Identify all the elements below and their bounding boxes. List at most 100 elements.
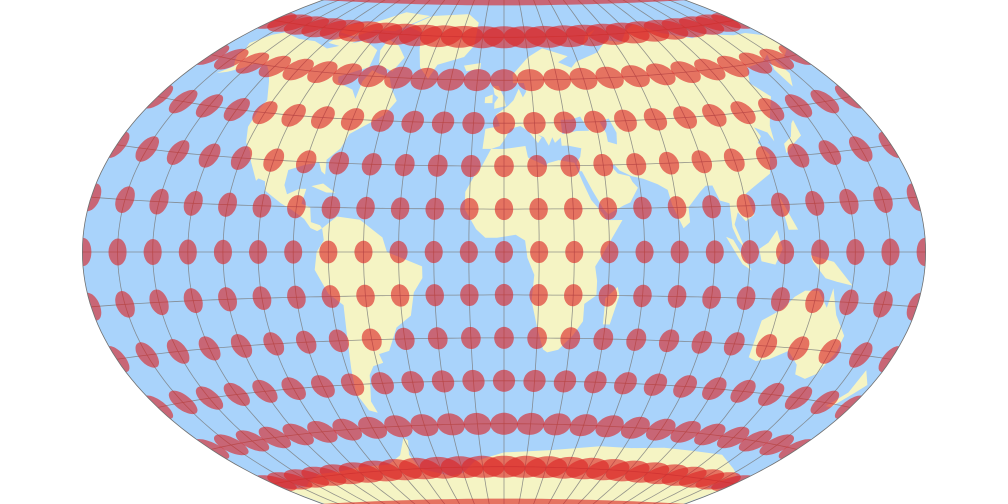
tissot-ellipse <box>702 195 721 219</box>
tissot-ellipse <box>492 369 516 392</box>
tissot-ellipse <box>691 150 712 174</box>
tissot-ellipse <box>462 369 485 392</box>
tissot-ellipse <box>135 342 159 368</box>
tissot-ellipse <box>543 413 571 436</box>
tissot-ellipse <box>424 240 443 264</box>
tissot-ellipse <box>321 196 341 219</box>
tissot-ellipse <box>258 426 291 449</box>
tissot-ellipse <box>437 413 465 436</box>
tissot-ellipse <box>463 412 492 435</box>
tissot-ellipse <box>569 414 598 437</box>
tissot-ellipse <box>560 327 581 350</box>
tissot-ellipse <box>252 194 272 218</box>
tissot-ellipse <box>621 416 650 439</box>
tissot-ellipse <box>633 196 652 220</box>
tissot-ellipse <box>307 421 338 443</box>
tissot-ellipse <box>694 58 726 81</box>
tissot-ellipse <box>340 373 365 396</box>
tissot-ellipse <box>282 423 314 446</box>
tissot-ellipse <box>460 284 479 306</box>
tissot-ellipse <box>529 198 548 220</box>
tissot-ellipse <box>287 195 306 219</box>
tissot-ellipse <box>717 55 750 78</box>
tissot-ellipse <box>252 101 278 125</box>
tissot-ellipse <box>593 154 614 177</box>
tissot-ellipse <box>461 155 481 177</box>
tissot-ellipse <box>839 289 859 316</box>
tissot-ellipse <box>371 109 394 132</box>
tissot-ellipse <box>553 111 577 134</box>
land-great-britain <box>493 86 506 109</box>
tissot-ellipse-pole <box>322 498 686 504</box>
tissot-ellipse <box>340 108 365 131</box>
tissot-ellipse <box>281 377 306 400</box>
tissot-ellipse <box>332 63 362 86</box>
tissot-ellipse <box>846 239 865 265</box>
tissot-ellipse <box>281 104 306 127</box>
tissot-ellipse <box>178 239 197 265</box>
tissot-ellipse <box>787 143 810 168</box>
tissot-ellipse <box>394 154 415 177</box>
tissot-ellipse <box>390 284 410 307</box>
tissot-ellipse <box>195 386 224 410</box>
tissot-ellipse <box>717 426 750 449</box>
tissot-ellipse <box>494 283 514 306</box>
tissot-ellipse <box>166 140 190 165</box>
tissot-ellipse <box>263 148 285 172</box>
tissot-ellipse <box>691 330 712 354</box>
tissot-ellipse <box>494 155 514 178</box>
tissot-ellipse <box>659 151 680 175</box>
tissot-ellipse <box>646 418 676 441</box>
tissot-ellipse <box>490 69 518 92</box>
tissot-ellipse <box>427 154 448 177</box>
tissot-ellipse <box>354 240 373 264</box>
tissot-ellipse <box>560 154 581 177</box>
tissot-ellipse <box>356 196 375 220</box>
tissot-ellipse <box>390 197 410 220</box>
tissot-ellipse <box>553 370 577 393</box>
tissot-ellipse <box>787 336 810 361</box>
tissot-ellipse <box>881 238 900 266</box>
tissot-ellipse <box>818 339 842 364</box>
tissot-ellipse <box>598 284 618 307</box>
tissot-ellipse <box>626 328 647 351</box>
tissot-ellipse <box>287 285 306 309</box>
tissot-ellipse <box>646 63 676 86</box>
tissot-ellipse <box>431 370 455 393</box>
tissot-ellipse <box>427 327 448 350</box>
land-cuba <box>311 183 336 193</box>
tissot-ellipse <box>218 287 237 312</box>
tissot-indicatrices <box>82 0 926 504</box>
land-south-america <box>314 216 423 413</box>
tissot-ellipse <box>195 94 224 118</box>
tissot-ellipse <box>461 327 481 349</box>
tissot-ellipse <box>598 197 618 220</box>
tissot-ellipse <box>235 52 270 74</box>
tissot-ellipse <box>738 52 773 74</box>
tissot-ellipse <box>358 416 387 439</box>
tissot-ellipse <box>401 371 424 394</box>
tissot-ellipse <box>389 240 408 264</box>
tissot-ellipse <box>384 415 413 438</box>
tissot-ellipse <box>82 237 92 267</box>
tissot-ellipse <box>569 67 598 90</box>
tissot-ellipse <box>321 285 341 308</box>
tissot-ellipse <box>818 140 842 165</box>
tissot-ellipse <box>527 327 547 349</box>
tissot-ellipse <box>371 372 394 395</box>
tissot-ellipse <box>218 192 237 217</box>
tissot-ellipse <box>296 150 317 174</box>
tissot-ellipse <box>516 412 545 435</box>
tissot-ellipse <box>143 239 162 265</box>
tissot-ellipse <box>410 414 439 437</box>
tissot-ellipse <box>670 421 701 443</box>
tissot-ellipse <box>115 186 135 213</box>
tissot-ellipse <box>282 58 314 81</box>
land-japan <box>784 119 801 154</box>
tissot-ellipse <box>494 326 514 349</box>
tissot-ellipse <box>495 241 513 263</box>
tissot-ellipse <box>633 284 652 308</box>
tissot-ellipse <box>198 336 221 361</box>
tissot-ellipse <box>198 143 221 168</box>
tissot-ellipse-pole <box>322 0 686 6</box>
